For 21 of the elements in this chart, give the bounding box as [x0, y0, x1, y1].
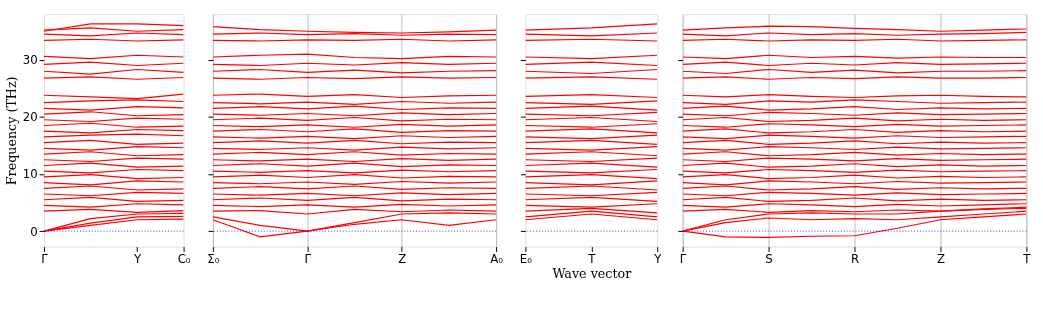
- x-tick-label: R: [850, 251, 860, 266]
- x-tick-label: A₀: [490, 251, 504, 266]
- y-axis-title: Frequency (THz): [3, 76, 19, 186]
- x-tick-label: Γ: [304, 251, 312, 266]
- y-tick-label: 0: [30, 224, 38, 239]
- x-tick-label: S: [765, 251, 773, 266]
- x-tick-label: Z: [936, 251, 945, 266]
- x-tick-label: Y: [132, 251, 142, 266]
- x-tick-label: Y: [653, 251, 663, 266]
- x-tick-label: Σ₀: [207, 251, 220, 266]
- y-tick-label: 10: [22, 167, 38, 182]
- x-tick-label: Γ: [41, 251, 49, 266]
- y-tick-label: 30: [22, 53, 38, 68]
- x-tick-label: Γ: [679, 251, 687, 266]
- x-tick-label: T: [587, 251, 597, 266]
- y-tick-label: 20: [22, 110, 38, 125]
- x-tick-label: Z: [398, 251, 407, 266]
- x-tick-label: C₀: [177, 251, 191, 266]
- x-axis-title: Wave vector: [552, 266, 633, 282]
- x-tick-label: T: [1022, 251, 1032, 266]
- x-tick-label: E₀: [519, 251, 533, 266]
